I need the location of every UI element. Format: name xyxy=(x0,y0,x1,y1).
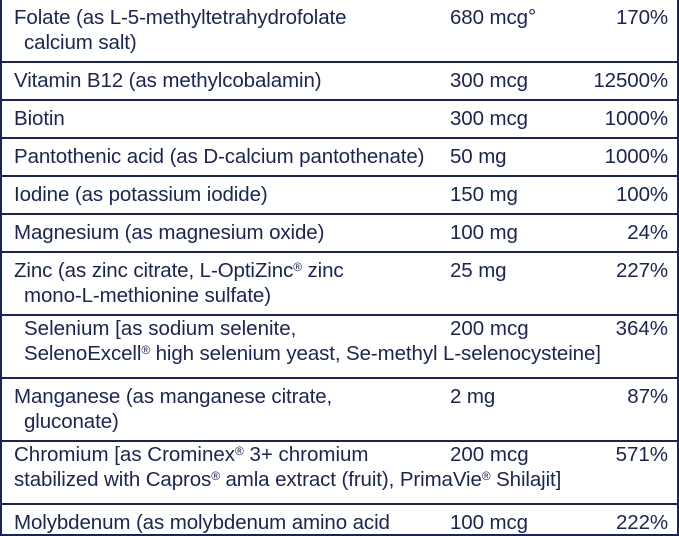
nutrient-name-cell: Zinc (as zinc citrate, L-OptiZinc® zinc … xyxy=(2,252,450,316)
nutrient-row-span-cell: Selenium [as sodium selenite, 200 mcg 36… xyxy=(2,315,677,379)
daily-value-cell: 170% xyxy=(558,0,677,63)
daily-value: 87% xyxy=(627,385,668,408)
nutrient-name-line1: Manganese (as manganese citrate, xyxy=(14,385,333,408)
amount-cell: 150 mg xyxy=(450,176,558,215)
daily-value-cell: 87% xyxy=(558,378,677,442)
nutrient-name-cell: Folate (as L-5-methyltetrahydrofolate ca… xyxy=(2,0,450,63)
table-row: Biotin 300 mcg 1000% xyxy=(2,100,677,139)
nutrient-name-line1-a: Zinc (as zinc citrate, L-OptiZinc xyxy=(14,259,294,282)
daily-value: 227% xyxy=(615,259,668,282)
nutrient-name-line1-b: zinc xyxy=(301,259,344,282)
daily-value: 12500% xyxy=(593,69,668,92)
nutrient-name-line1: Biotin xyxy=(14,107,65,130)
nutrient-name-line1: Iodine (as potassium iodide) xyxy=(14,183,268,206)
table-row: Zinc (as zinc citrate, L-OptiZinc® zinc … xyxy=(2,252,677,316)
nutrient-name-line2: stabilized with Capros® amla extract (fr… xyxy=(14,467,561,492)
amount-value: 25 mg xyxy=(450,259,507,282)
daily-value-cell: 1000% xyxy=(558,138,677,177)
registered-trademark-icon-2: ® xyxy=(481,468,491,483)
nutrient-name-line1-b: 3+ chromium xyxy=(243,443,369,466)
table-row: Selenium [as sodium selenite, 200 mcg 36… xyxy=(2,315,677,379)
amount-cell: 100 mg xyxy=(450,214,558,253)
table-row: Molybdenum (as molybdenum amino acid che… xyxy=(2,504,677,534)
amount-value: 100 mg xyxy=(450,221,518,244)
nutrient-name-line1: Selenium [as sodium selenite, xyxy=(24,317,297,340)
amount-cell: 100 mcg xyxy=(450,504,558,534)
nutrient-name-line1-a: Chromium [as Crominex xyxy=(14,443,235,466)
daily-value: 24% xyxy=(627,221,668,244)
amount-value: 2 mg xyxy=(450,385,496,408)
daily-value: 170% xyxy=(615,6,668,29)
amount-value: 200 mcg xyxy=(450,317,529,340)
nutrient-name-cell: Molybdenum (as molybdenum amino acid che… xyxy=(2,504,450,534)
registered-trademark-icon: ® xyxy=(293,259,302,274)
nutrient-name-line2-c: Shilajit] xyxy=(490,468,562,491)
nutrient-name-line1: Molybdenum (as molybdenum amino acid xyxy=(14,511,390,534)
amount-cell: 25 mg xyxy=(450,252,558,316)
daily-value-cell: 24% xyxy=(558,214,677,253)
nutrient-name-cell: Magnesium (as magnesium oxide) xyxy=(2,214,450,253)
nutrient-name-line1: Zinc (as zinc citrate, L-OptiZinc® zinc xyxy=(14,259,344,282)
amount-cell: 50 mg xyxy=(450,138,558,177)
nutrient-row-span-cell: Chromium [as Crominex® 3+ chromium 200 m… xyxy=(2,441,677,505)
daily-value-cell: 227% xyxy=(558,252,677,316)
amount-cell: 2 mg xyxy=(450,378,558,442)
daily-value: 1000% xyxy=(604,107,668,130)
table-row: Iodine (as potassium iodide) 150 mg 100% xyxy=(2,176,677,215)
nutrient-name-line2: mono-L-methionine sulfate) xyxy=(24,284,271,307)
registered-trademark-icon: ® xyxy=(235,443,244,458)
daily-value-cell: 100% xyxy=(558,176,677,215)
daily-value: 1000% xyxy=(604,145,668,168)
nutrient-name-line2: SelenoExcell® high selenium yeast, Se-me… xyxy=(24,341,601,366)
amount-value: 680 mcg xyxy=(450,6,528,29)
nutrient-name-line1: Magnesium (as magnesium oxide) xyxy=(14,221,325,244)
amount-value: 150 mg xyxy=(450,183,518,206)
nutrient-name-line1: Vitamin B12 (as methylcobalamin) xyxy=(14,69,322,92)
amount-value: 300 mcg xyxy=(450,69,528,92)
nutrient-name-line1: Chromium [as Crominex® 3+ chromium xyxy=(14,442,369,467)
amount-value: 100 mcg xyxy=(450,511,528,534)
registered-trademark-icon: ® xyxy=(211,468,220,483)
footnote-marker-icon: ° xyxy=(527,4,537,28)
table-row: Chromium [as Crominex® 3+ chromium 200 m… xyxy=(2,441,677,505)
nutrient-name-line2: calcium salt) xyxy=(24,31,137,54)
daily-value-cell: 1000% xyxy=(558,100,677,139)
nutrient-name-line2-b: amla extract (fruit), PrimaVie xyxy=(219,468,482,491)
daily-value: 100% xyxy=(615,183,668,206)
nutrient-name-cell: Manganese (as manganese citrate, glucona… xyxy=(2,378,450,442)
table-row: Pantothenic acid (as D-calcium pantothen… xyxy=(2,138,677,177)
daily-value: 222% xyxy=(615,511,668,534)
registered-trademark-icon: ® xyxy=(141,342,150,357)
table-row: Vitamin B12 (as methylcobalamin) 300 mcg… xyxy=(2,62,677,101)
amount-cell: 300 mcg xyxy=(450,100,558,139)
table-row: Magnesium (as magnesium oxide) 100 mg 24… xyxy=(2,214,677,253)
amount-value: 200 mcg xyxy=(450,443,529,466)
nutrient-name-cell: Vitamin B12 (as methylcobalamin) xyxy=(2,62,450,101)
table-row: Manganese (as manganese citrate, glucona… xyxy=(2,378,677,442)
amount-value: 50 mg xyxy=(450,145,507,168)
nutrient-name-line1: Pantothenic acid (as D-calcium pantothen… xyxy=(14,145,425,168)
daily-value-cell: 222% xyxy=(558,504,677,534)
nutrient-name-cell: Biotin xyxy=(2,100,450,139)
daily-value-cell: 12500% xyxy=(558,62,677,101)
table-row: Folate (as L-5-methyltetrahydrofolate ca… xyxy=(2,0,677,63)
daily-value: 364% xyxy=(615,317,668,340)
nutrient-name-line1: Folate (as L-5-methyltetrahydrofolate xyxy=(14,6,347,29)
nutrient-name-line2: gluconate) xyxy=(24,410,119,433)
nutrient-name-cell: Iodine (as potassium iodide) xyxy=(2,176,450,215)
amount-cell: 300 mcg xyxy=(450,62,558,101)
nutrient-name-cell: Pantothenic acid (as D-calcium pantothen… xyxy=(2,138,450,177)
nutrient-name-line2-a: stabilized with Capros xyxy=(14,468,212,491)
nutrient-name-line2-b: high selenium yeast, Se-methyl L-selenoc… xyxy=(149,342,601,365)
amount-value: 300 mcg xyxy=(450,107,528,130)
daily-value: 571% xyxy=(615,443,668,466)
amount-cell: 680 mcg° xyxy=(450,0,558,63)
nutrient-name-line2-a: SelenoExcell xyxy=(24,342,142,365)
